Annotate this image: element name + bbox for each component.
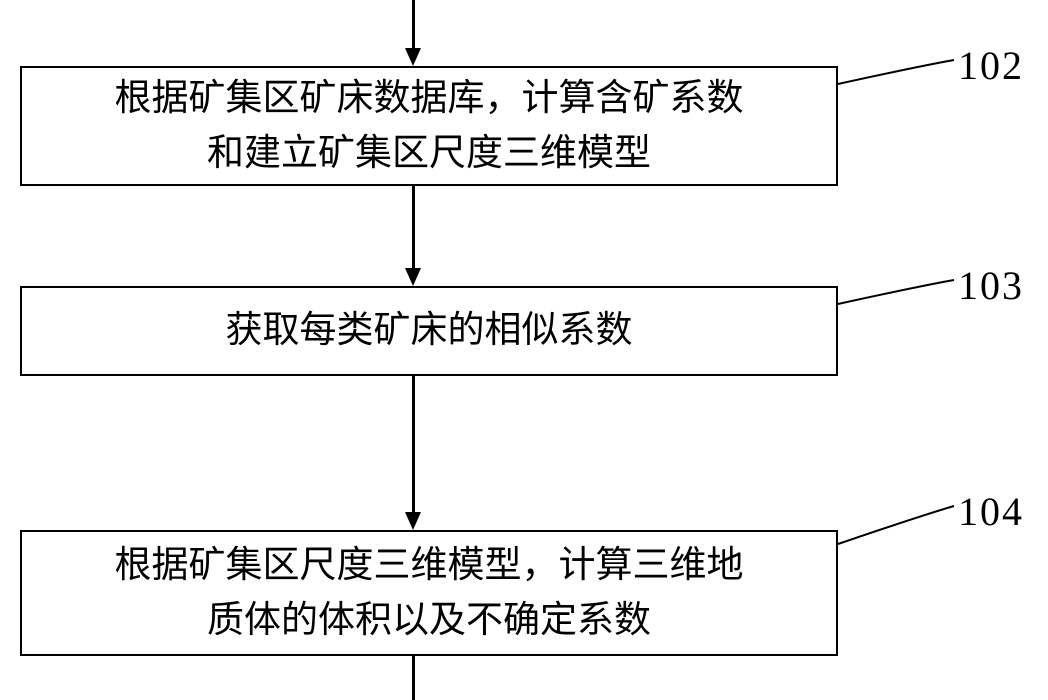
arrow-head-icon	[405, 512, 421, 530]
flowchart-canvas: 根据矿集区矿床数据库，计算含矿系数和建立矿集区尺度三维模型102获取每类矿床的相…	[0, 0, 1048, 700]
arrow-head-icon	[405, 268, 421, 286]
arrow-head-icon	[405, 48, 421, 66]
arrow-line	[412, 186, 415, 268]
arrow-line	[412, 0, 415, 48]
arrow-line	[412, 656, 415, 700]
leader-line	[0, 0, 1048, 700]
arrow-line	[412, 376, 415, 512]
